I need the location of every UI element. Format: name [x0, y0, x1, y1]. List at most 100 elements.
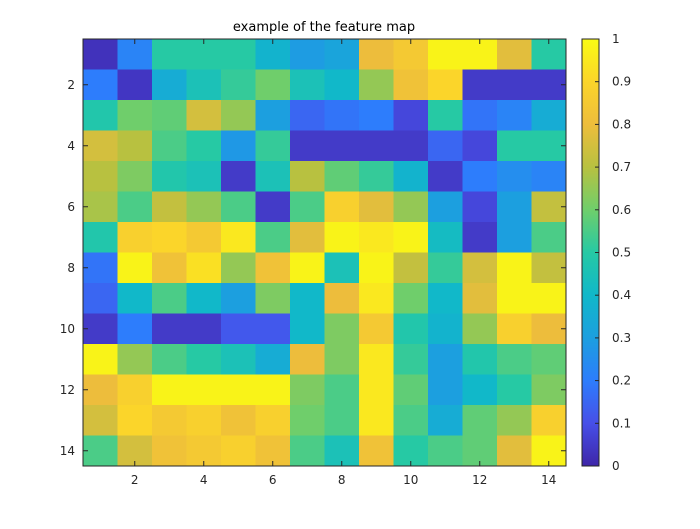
heatmap-cell: [152, 252, 187, 284]
colorbar-tick-label: 0.6: [612, 203, 631, 217]
heatmap-cell: [462, 69, 498, 101]
heatmap-cell: [359, 344, 394, 375]
heatmap-cell: [428, 344, 463, 375]
colorbar-tick-label: 0.4: [612, 288, 631, 302]
heatmap-cell: [462, 344, 498, 375]
heatmap-cell: [497, 130, 532, 162]
heatmap-cell: [290, 161, 325, 192]
heatmap-cell: [83, 39, 118, 70]
heatmap-cell: [359, 191, 394, 223]
heatmap-cell: [324, 191, 360, 223]
heatmap-cell: [531, 222, 567, 253]
heatmap-cell: [428, 405, 463, 436]
heatmap-cell: [393, 313, 429, 345]
heatmap-cell: [117, 39, 153, 70]
heatmap-cell: [531, 252, 567, 284]
y-tick-label: 2: [67, 78, 75, 92]
heatmap-cell: [255, 405, 291, 436]
heatmap-cell: [497, 283, 532, 314]
heatmap-cell: [359, 39, 394, 70]
heatmap-cell: [117, 344, 153, 375]
heatmap-cell: [531, 100, 567, 131]
heatmap-cell: [428, 100, 463, 131]
heatmap-cell: [497, 313, 532, 345]
y-tick-label: 6: [67, 200, 75, 214]
heatmap-cell: [324, 130, 360, 162]
heatmap-cell: [359, 252, 394, 284]
x-tick-label: 4: [200, 473, 208, 487]
heatmap-cell: [359, 283, 394, 314]
heatmap-cell: [428, 69, 463, 101]
heatmap-cell: [83, 161, 118, 192]
heatmap-cell: [152, 69, 187, 101]
x-tick-label: 2: [131, 473, 139, 487]
heatmap-cell: [359, 405, 394, 436]
heatmap-cell: [497, 222, 532, 253]
heatmap-cell: [290, 283, 325, 314]
heatmap-cell: [359, 100, 394, 131]
heatmap-cell: [497, 374, 532, 406]
heatmap-cell: [186, 283, 222, 314]
heatmap-cell: [290, 39, 325, 70]
heatmap-cell: [497, 435, 532, 467]
heatmap-cell: [117, 252, 153, 284]
heatmap-cell: [290, 100, 325, 131]
heatmap-cell: [83, 435, 118, 467]
colorbar-tick-label: 0: [612, 459, 620, 473]
heatmap-cell: [221, 313, 256, 345]
heatmap-cell: [462, 374, 498, 406]
heatmap-cell: [428, 39, 463, 70]
heatmap-cell: [152, 222, 187, 253]
heatmap-cell: [359, 435, 394, 467]
heatmap-cell: [462, 252, 498, 284]
heatmap-cell: [255, 39, 291, 70]
heatmap-cell: [497, 191, 532, 223]
heatmap-cell: [152, 344, 187, 375]
axes-frame: [82, 38, 567, 467]
heatmap-cell: [428, 435, 463, 467]
heatmap-cell: [393, 39, 429, 70]
y-tick-label: 10: [60, 322, 75, 336]
heatmap-cell: [117, 222, 153, 253]
heatmap-cell: [152, 130, 187, 162]
heatmap-cell: [290, 130, 325, 162]
heatmap-cell: [117, 405, 153, 436]
heatmap-cell: [428, 222, 463, 253]
heatmap-cell: [186, 69, 222, 101]
heatmap-cell: [186, 100, 222, 131]
heatmap-cell: [152, 191, 187, 223]
heatmap-cell: [393, 191, 429, 223]
heatmap-cell: [324, 252, 360, 284]
heatmap-cell: [497, 344, 532, 375]
heatmap-cell: [186, 130, 222, 162]
heatmap-cell: [152, 405, 187, 436]
heatmap-cell: [152, 161, 187, 192]
heatmap-cell: [255, 283, 291, 314]
heatmap-cell: [221, 283, 256, 314]
heatmap-cell: [152, 100, 187, 131]
heatmap-cell: [462, 283, 498, 314]
heatmap-cell: [428, 161, 463, 192]
heatmap-cell: [324, 283, 360, 314]
heatmap-cell: [324, 161, 360, 192]
heatmap-cell: [255, 100, 291, 131]
heatmap-cell: [221, 252, 256, 284]
colorbar-tick-label: 0.5: [612, 246, 631, 260]
heatmap-cell: [531, 344, 567, 375]
heatmap-cell: [393, 283, 429, 314]
x-tick-label: 12: [472, 473, 487, 487]
heatmap-cell: [497, 161, 532, 192]
heatmap-cell: [393, 344, 429, 375]
heatmap-cell: [393, 161, 429, 192]
heatmap-cell: [393, 130, 429, 162]
heatmap-cell: [152, 435, 187, 467]
heatmap-cell: [290, 344, 325, 375]
heatmap-cell: [393, 222, 429, 253]
heatmap-cell: [152, 313, 187, 345]
heatmap-cell: [152, 39, 187, 70]
heatmap-cell: [221, 69, 256, 101]
y-tick-label: 14: [60, 444, 75, 458]
heatmap-cell: [531, 130, 567, 162]
heatmap-cell: [359, 313, 394, 345]
